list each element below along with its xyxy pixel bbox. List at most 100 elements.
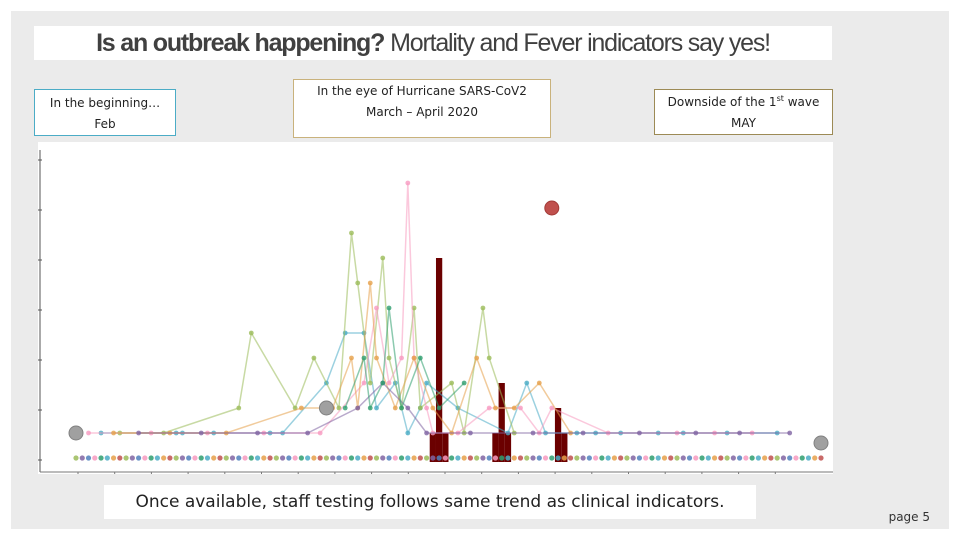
baseline-point <box>680 455 686 461</box>
series-point <box>374 305 379 311</box>
series-point <box>236 405 242 411</box>
baseline-point <box>355 455 361 461</box>
series-point <box>374 355 379 361</box>
baseline-point <box>755 455 761 461</box>
note-may-line1-b: wave <box>783 95 820 109</box>
baseline-point <box>643 455 649 461</box>
series-point <box>399 405 404 411</box>
baseline-point <box>142 455 148 461</box>
series-point <box>518 405 523 411</box>
baseline-point <box>361 455 367 461</box>
highlight-marker <box>318 400 334 416</box>
baseline-point <box>92 455 98 461</box>
baseline-point <box>561 455 567 461</box>
note-may-line1-a: Downside of the 1 <box>667 95 777 109</box>
series-point <box>355 280 361 286</box>
baseline-point <box>668 455 674 461</box>
baseline-point <box>336 455 342 461</box>
indicator-chart <box>38 150 833 474</box>
baseline-point <box>611 455 618 461</box>
baseline-point <box>330 455 336 461</box>
series-point <box>480 305 486 311</box>
baseline-point <box>699 455 705 461</box>
baseline-point <box>567 455 574 461</box>
series-point <box>349 230 354 236</box>
baseline-point <box>73 455 79 461</box>
title-rest: Mortality and Fever indicators say yes! <box>390 28 771 57</box>
series-point <box>580 430 586 436</box>
baseline-point <box>549 455 555 461</box>
series-point <box>424 405 429 411</box>
series-point <box>248 330 254 336</box>
baseline-point <box>461 455 467 461</box>
baseline-point <box>85 455 92 461</box>
baseline-point <box>273 455 279 461</box>
series-point <box>298 405 304 411</box>
baseline-point <box>411 455 417 461</box>
baseline-point <box>599 455 605 461</box>
baseline-point <box>192 455 198 461</box>
note-march-april: In the eye of Hurricane SARS-CoV2 March … <box>293 79 551 138</box>
baseline-point <box>724 455 730 461</box>
baseline-point <box>305 455 311 461</box>
bar <box>442 433 449 462</box>
series-point <box>549 405 555 411</box>
baseline-point <box>223 455 229 461</box>
baseline-point <box>211 455 217 461</box>
series-point <box>392 405 398 411</box>
series-point <box>405 405 411 411</box>
series-point <box>305 430 311 436</box>
baseline-point <box>524 455 530 461</box>
baseline-point <box>805 455 812 461</box>
slide-title: Is an outbreak happening? Mortality and … <box>34 26 832 60</box>
baseline-point <box>686 455 693 461</box>
baseline-point <box>812 455 818 461</box>
baseline-point <box>793 455 799 461</box>
baseline-point <box>98 455 104 461</box>
baseline-point <box>492 455 499 461</box>
bar <box>554 408 562 462</box>
series-point <box>787 430 793 436</box>
series-point <box>405 180 411 186</box>
axis-layer <box>38 150 833 474</box>
series-point <box>342 405 348 411</box>
series-point <box>386 355 392 361</box>
baseline-point <box>474 455 480 461</box>
baseline-point <box>129 455 135 461</box>
note-may-line2: MAY <box>731 116 756 130</box>
series-point <box>386 380 392 386</box>
baseline-point <box>449 455 455 461</box>
baseline-point <box>136 455 142 461</box>
baseline-point <box>117 455 123 461</box>
series-point <box>424 430 429 436</box>
baseline-point <box>705 455 711 461</box>
baseline-point <box>480 455 486 461</box>
baseline-point <box>430 455 436 461</box>
baseline-point <box>517 455 524 461</box>
baseline-point <box>455 455 461 461</box>
note-march-line1: In the eye of Hurricane SARS-CoV2 <box>317 84 527 98</box>
baseline-point <box>542 455 549 461</box>
baseline-point <box>674 455 680 461</box>
series-line <box>119 232 515 434</box>
baseline-point <box>749 455 755 461</box>
line-layer <box>86 180 793 436</box>
series-point <box>86 430 91 436</box>
baseline-point <box>818 455 824 461</box>
bar <box>498 383 505 462</box>
series-point <box>493 405 498 411</box>
note-feb-line1: In the beginning… <box>49 96 161 110</box>
baseline-point <box>298 455 304 461</box>
baseline-point <box>693 455 699 461</box>
baseline-point <box>323 455 330 461</box>
series-line <box>88 182 753 435</box>
baseline-point <box>711 455 718 461</box>
baseline-point <box>624 455 630 461</box>
series-point <box>386 305 392 311</box>
baseline-point <box>179 455 186 461</box>
series-point <box>380 255 386 261</box>
series-point <box>417 355 423 361</box>
baseline-point <box>204 455 211 461</box>
series-line <box>113 282 572 435</box>
baseline-point <box>198 455 204 461</box>
